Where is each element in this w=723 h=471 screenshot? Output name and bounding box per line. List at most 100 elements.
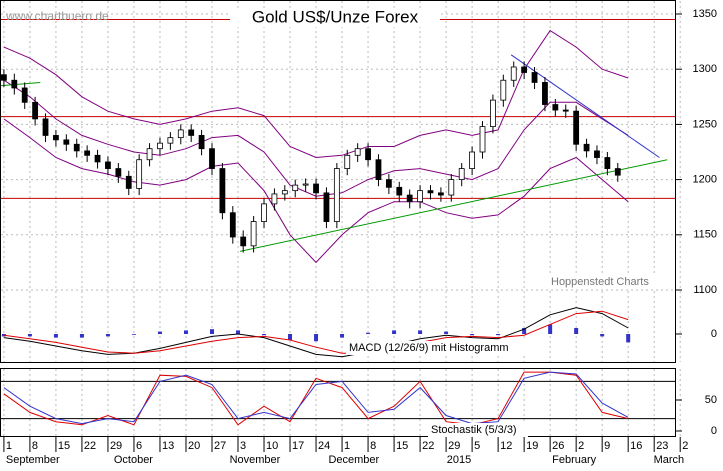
histogram-bar — [600, 334, 605, 337]
candle-body — [73, 143, 80, 152]
candle-body — [344, 154, 351, 169]
histogram-bar — [626, 334, 631, 343]
x-tick-label: 16 — [630, 440, 642, 452]
candle-body — [261, 203, 267, 222]
histogram-bar — [209, 329, 214, 334]
x-tick-label: 3 — [240, 440, 246, 452]
title-bg — [230, 9, 440, 27]
candle-body — [448, 179, 455, 196]
candle-body — [427, 190, 434, 194]
x-tick-label: 2 — [682, 440, 688, 452]
macd-line — [3, 310, 629, 354]
x-tick-label: 22 — [422, 440, 434, 452]
candle-body — [614, 168, 621, 176]
candle-body — [562, 109, 569, 112]
x-tick-label: 8 — [370, 440, 376, 452]
candle-body — [167, 137, 174, 144]
histogram-bar — [496, 334, 501, 336]
candle-body — [510, 66, 517, 81]
y-tick-label: 1350 — [693, 8, 717, 20]
trend-line — [510, 54, 660, 158]
candle-body — [437, 192, 444, 196]
candle-body — [229, 212, 236, 238]
candle-body — [32, 101, 39, 120]
candle-body — [63, 139, 70, 145]
candle-body — [84, 150, 91, 156]
x-tick-label: 5 — [474, 440, 480, 452]
candle-body — [271, 193, 278, 205]
histogram-bar — [105, 334, 110, 337]
x-tick-label: 29 — [448, 440, 460, 452]
histogram-bar — [314, 334, 319, 342]
trend-line — [0, 81, 41, 87]
candle-body — [396, 186, 403, 196]
y-tick-label: 1300 — [693, 63, 717, 75]
x-tick-label: 10 — [266, 440, 278, 452]
candle-body — [417, 190, 423, 203]
month-label: September — [6, 454, 60, 466]
x-tick-label: 12 — [500, 440, 512, 452]
y-tick-label: 1100 — [693, 284, 717, 296]
candle-body — [94, 154, 101, 163]
candle-body — [333, 168, 340, 222]
candle-body — [42, 118, 49, 136]
stoch-line — [3, 371, 629, 425]
histogram-bar — [27, 334, 32, 337]
candle-body — [531, 72, 538, 83]
stoch-label: Stochastik (5/3/3) — [431, 424, 517, 436]
histogram-bar — [444, 331, 449, 334]
candle-body — [11, 79, 18, 89]
x-tick-label: 27 — [214, 440, 226, 452]
month-label: March — [654, 454, 685, 466]
candle-body — [385, 179, 392, 188]
candle-body — [406, 194, 413, 203]
stoch-label-bg — [428, 423, 528, 437]
candle-body — [458, 168, 465, 180]
macd-line — [3, 307, 629, 358]
candle-body — [198, 135, 205, 150]
candle-body — [146, 148, 153, 161]
x-tick-label: 15 — [58, 440, 70, 452]
y-tick-label: 0 — [711, 425, 717, 437]
source: Hoppenstedt Charts — [551, 276, 649, 288]
month-label: 2015 — [447, 454, 471, 466]
histogram-bar — [392, 330, 397, 334]
candle-body — [573, 110, 580, 145]
histogram-bar — [79, 334, 84, 338]
x-tick-label: 24 — [318, 440, 330, 452]
candle-body — [177, 129, 184, 139]
candle-body — [1, 74, 7, 81]
histogram-bar — [522, 328, 527, 334]
x-tick-label: 23 — [656, 440, 668, 452]
histogram-bar — [131, 334, 136, 335]
candle-body — [125, 175, 132, 189]
macd-label: MACD (12/26/9) mit Histogramm — [349, 342, 509, 354]
candle-body — [479, 126, 486, 153]
candle-body — [53, 135, 59, 141]
candle-body — [136, 159, 143, 189]
x-tick-label: 1 — [344, 440, 350, 452]
candle-body — [250, 221, 257, 247]
candle-body — [21, 87, 28, 103]
candle-body — [521, 66, 528, 73]
x-tick-label: 29 — [110, 440, 122, 452]
x-tick-label: 22 — [84, 440, 96, 452]
histogram-bar — [340, 334, 345, 338]
month-label: November — [230, 454, 281, 466]
source-bg — [548, 274, 658, 288]
month-label: February — [552, 454, 597, 466]
candle-body — [354, 148, 361, 156]
candle-body — [105, 161, 111, 169]
grid — [1, 1, 681, 436]
histogram-bar — [548, 324, 553, 334]
candle-body — [375, 159, 382, 180]
candle-body — [365, 148, 371, 161]
stoch-frame — [0, 368, 676, 437]
histogram-bar — [157, 331, 162, 334]
histogram-bar — [418, 330, 423, 334]
plot — [0, 19, 675, 426]
x-tick-label: 15 — [396, 440, 408, 452]
candle-body — [490, 99, 496, 128]
